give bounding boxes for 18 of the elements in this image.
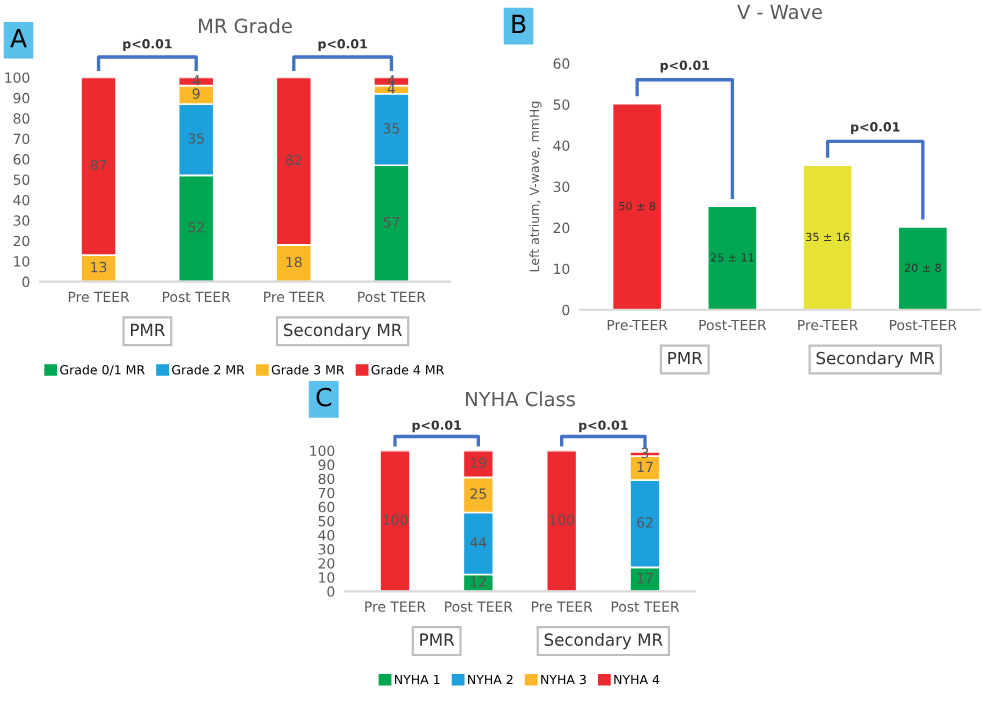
- text: PMR: [420, 633, 455, 646]
- bar: [708, 207, 757, 310]
- text: C: [316, 387, 332, 407]
- chart-title: NYHA Class: [466, 391, 575, 407]
- text: A: [10, 28, 27, 48]
- text: Secondary MR: [816, 351, 935, 368]
- bar: [545, 450, 578, 592]
- chart-title: MR Grade: [199, 18, 292, 34]
- text: PMR: [668, 351, 703, 365]
- text: Secondary MR: [544, 633, 663, 650]
- bar: [803, 166, 852, 310]
- text: B: [512, 14, 526, 34]
- chart-title: V - Wave: [737, 4, 822, 20]
- text: Secondary MR: [283, 323, 402, 340]
- bar: [899, 227, 947, 310]
- bar: [613, 104, 661, 310]
- text: PMR: [131, 323, 165, 336]
- bar: [379, 450, 411, 592]
